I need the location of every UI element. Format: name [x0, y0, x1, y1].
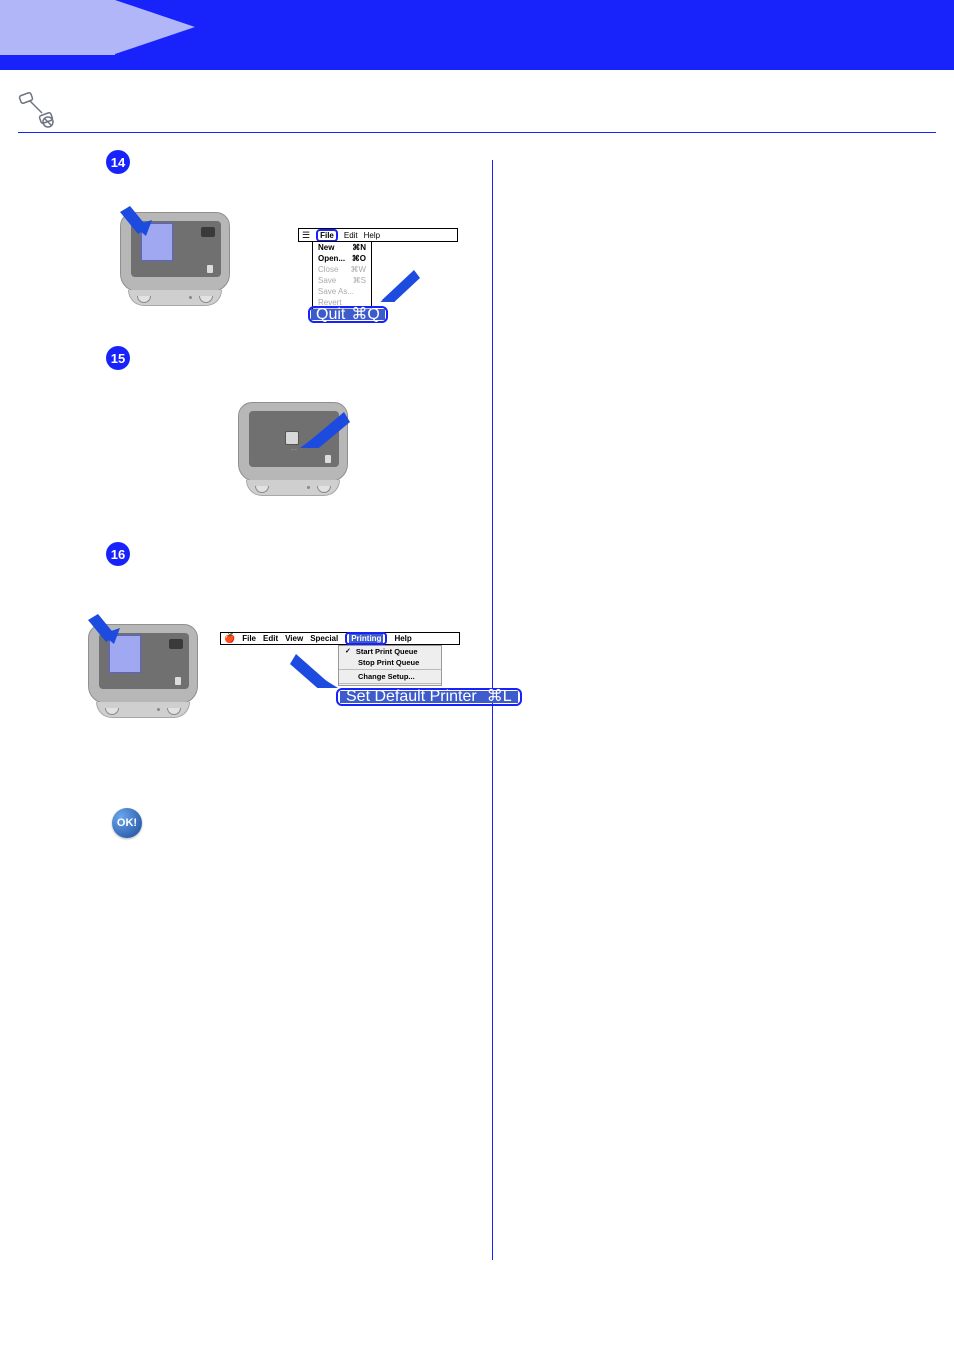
step-number: 15 — [111, 351, 125, 366]
ok-badge: OK! — [112, 808, 142, 838]
menu-help: Help — [394, 634, 411, 643]
menu-item-stop-queue: Stop Print Queue — [358, 657, 419, 668]
menu-sc-save: ⌘S — [353, 275, 366, 286]
menu-item-quit: Quit — [316, 309, 345, 320]
apple-menu-icon: 🍎 — [224, 634, 235, 643]
menu-help: Help — [364, 231, 380, 240]
menu-file: File — [320, 231, 334, 240]
menu-sc-new: ⌘N — [352, 242, 366, 253]
ok-label: OK! — [117, 817, 137, 829]
header-accent — [0, 0, 115, 55]
menu-printing-highlight: Printing — [345, 632, 387, 645]
arrow-14-left — [116, 196, 156, 236]
arrow-16-left — [84, 604, 124, 644]
menu-special: Special — [310, 634, 338, 643]
menu-file-highlight: File — [316, 229, 338, 242]
menu-edit: Edit — [263, 634, 278, 643]
menu-item-change-setup: Change Setup... — [358, 671, 415, 682]
menu-item-open: Open... — [318, 253, 345, 264]
menu-printing: Printing — [349, 634, 383, 643]
step-badge-16: 16 — [106, 542, 130, 566]
menu-item-save: Save — [318, 275, 336, 286]
check-icon: ✓ — [345, 646, 351, 657]
cable-icon — [18, 92, 54, 128]
menu-item-new: New — [318, 242, 334, 253]
apple-menu-icon: ☰ — [302, 231, 310, 240]
menu-item-start-queue: Start Print Queue — [356, 646, 418, 657]
file-menu-14: ☰ File Edit Help New⌘N Open...⌘O Close⌘W… — [298, 228, 458, 242]
arrow-15 — [300, 408, 350, 448]
menu-view: View — [285, 634, 303, 643]
divider-line — [18, 132, 936, 133]
menu-sc-open: ⌘O — [352, 253, 366, 264]
arrow-14-right — [378, 262, 420, 302]
menu-sc-set-default: ⌘L — [487, 691, 512, 703]
menu-sc-close: ⌘W — [350, 264, 366, 275]
menu-item-saveas: Save As... — [318, 286, 354, 297]
menu-item-set-default: Set Default Printer — [346, 691, 477, 703]
step-number: 16 — [111, 547, 125, 562]
header-accent-arrow — [115, 0, 195, 54]
arrow-16-right — [290, 648, 340, 688]
menu-edit: Edit — [344, 231, 358, 240]
menu-sc-quit: ⌘Q — [351, 309, 379, 320]
step-badge-14: 14 — [106, 150, 130, 174]
step-number: 14 — [111, 155, 125, 170]
menu-file: File — [242, 634, 256, 643]
column-separator — [492, 160, 493, 1260]
step-badge-15: 15 — [106, 346, 130, 370]
printing-menu-16: 🍎 File Edit View Special Printing Help ✓… — [220, 632, 460, 645]
menu-item-close: Close — [318, 264, 338, 275]
